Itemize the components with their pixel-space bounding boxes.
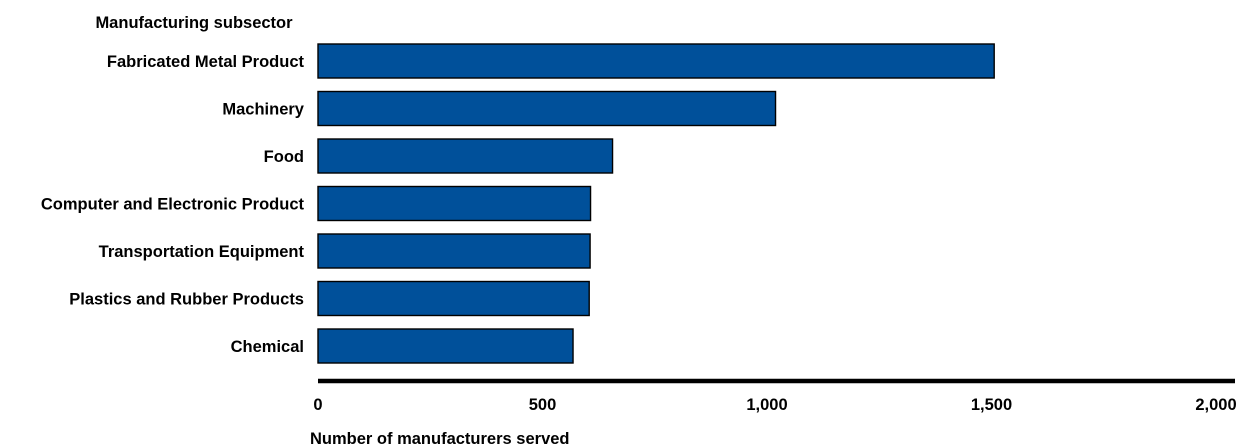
- category-label: Transportation Equipment: [99, 243, 305, 261]
- category-label: Food: [264, 148, 304, 166]
- x-tick-label: 1,500: [971, 396, 1012, 414]
- x-tick-label: 0: [313, 396, 322, 414]
- category-label: Plastics and Rubber Products: [69, 291, 304, 309]
- bar: [317, 43, 995, 79]
- bar: [317, 280, 590, 317]
- x-tick-label: 1,000: [746, 396, 787, 414]
- category-label: Computer and Electronic Product: [41, 196, 305, 214]
- bar: [317, 233, 591, 269]
- x-tick-label: 500: [529, 396, 557, 414]
- category-axis-title: Manufacturing subsector: [95, 14, 293, 32]
- x-axis-title: Number of manufacturers served: [310, 430, 570, 446]
- bar: [317, 90, 777, 127]
- category-label: Machinery: [222, 101, 304, 119]
- category-label: Chemical: [231, 338, 304, 356]
- bars-layer: [317, 43, 995, 364]
- category-label: Fabricated Metal Product: [107, 53, 305, 71]
- bar: [317, 328, 574, 364]
- category-labels-layer: Fabricated Metal Product Machinery Food Com…: [41, 53, 305, 356]
- bar: [317, 138, 614, 174]
- x-ticks-layer: 0 500 1,000 1,500 2,000: [313, 396, 1236, 414]
- x-tick-label: 2,000: [1195, 396, 1236, 414]
- bar: [317, 185, 592, 222]
